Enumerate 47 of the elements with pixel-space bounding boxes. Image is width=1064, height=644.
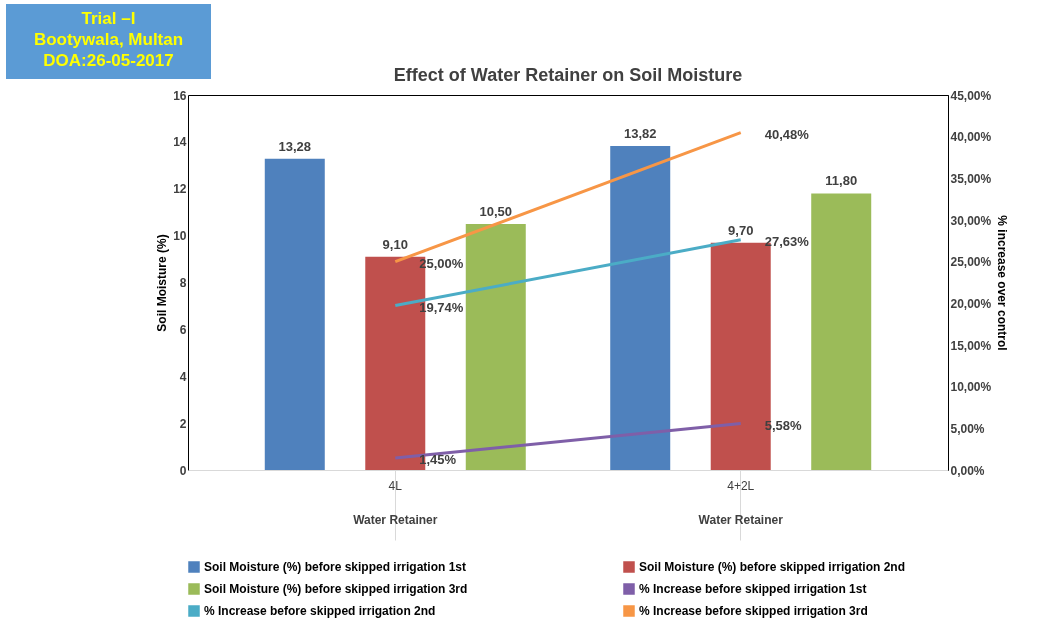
data-label: 11,80	[825, 173, 858, 189]
data-label: 9,70	[728, 222, 754, 238]
data-label: 40,48%	[764, 126, 810, 142]
y-tick-label: 12	[173, 182, 187, 197]
y-tick-label: 4	[179, 369, 187, 384]
text: Trial –I	[80, 8, 137, 29]
legend-label: % Increase before skipped irrigation 3rd	[639, 604, 868, 618]
legend-label: % Increase before skipped irrigation 1st	[639, 582, 867, 596]
data-label: 9,10	[382, 236, 408, 252]
bar	[264, 158, 325, 470]
bar	[610, 146, 671, 470]
y2-tick-label: 10,00%	[950, 380, 992, 395]
y-tick-label: 14	[173, 135, 187, 150]
y-tick-label: 6	[179, 322, 187, 337]
legend-label: Soil Moisture (%) before skipped irrigation 2nd	[639, 560, 906, 574]
y2-tick-label: 45,00%	[950, 88, 992, 103]
bar	[465, 223, 526, 470]
chart-title: Effect of Water Retainer on Soil Moisture	[393, 65, 743, 85]
text: DOA:26-05-2017	[42, 50, 175, 71]
y2-tick-label: 40,00%	[950, 130, 992, 145]
y-tick-label: 16	[173, 88, 187, 103]
data-label: 10,50	[479, 203, 513, 219]
y2-tick-label: 25,00%	[950, 255, 992, 270]
data-label: 13,28	[278, 138, 312, 154]
data-label: 13,82	[623, 126, 657, 142]
y2-tick-label: 5,00%	[950, 421, 985, 436]
y2-tick-label: 0,00%	[950, 463, 985, 478]
bar	[811, 193, 872, 470]
y-tick-label: 10	[173, 229, 187, 244]
data-label: 27,63%	[764, 233, 810, 249]
x-tick-label: 4+2L	[727, 478, 755, 493]
legend-label: Soil Moisture (%) before skipped irrigation 1st	[204, 560, 467, 574]
y2-tick-label: 30,00%	[950, 213, 992, 228]
y2-tick-label: 20,00%	[950, 296, 992, 311]
y2-axis-title: % increase over control	[995, 215, 1010, 351]
x-tick-label: 4L	[388, 478, 403, 493]
y-tick-label: 8	[179, 276, 187, 290]
y2-tick-label: 35,00%	[950, 171, 992, 186]
y-tick-label: 2	[179, 416, 187, 431]
legend-label: % Increase before skipped irrigation 2nd	[204, 604, 436, 618]
legend-label: Soil Moisture (%) before skipped irrigation 3rd	[204, 582, 468, 596]
y-axis-title: Soil Moisture (%)	[155, 234, 170, 332]
text: Bootywala, Multan	[32, 29, 185, 50]
y2-tick-label: 15,00%	[950, 338, 992, 353]
y-tick-label: 0	[179, 463, 187, 478]
annotation: Water Retainer	[698, 513, 784, 527]
annotation: Water Retainer	[353, 513, 438, 527]
